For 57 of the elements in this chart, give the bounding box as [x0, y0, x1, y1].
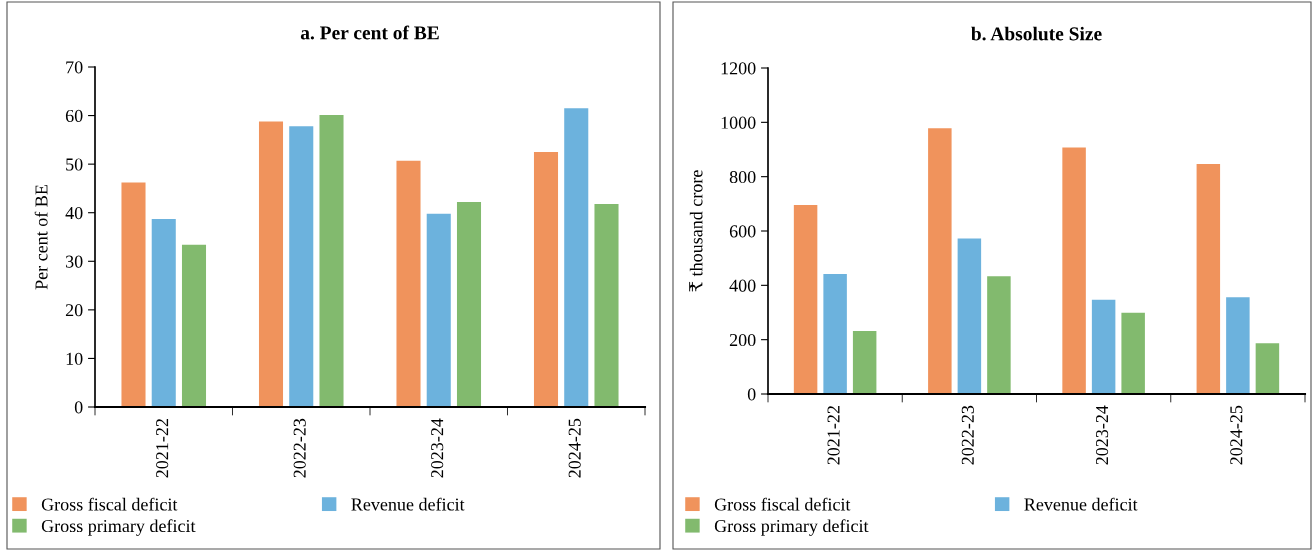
- bar: [456, 202, 482, 407]
- y-tick-label: 30: [66, 255, 83, 268]
- y-axis-title: Per cent of BE: [34, 185, 48, 290]
- bar: [151, 219, 176, 407]
- legend-label: Gross fiscal deficit: [41, 497, 178, 511]
- y-tick-label: 0: [74, 401, 83, 414]
- bar: [1121, 312, 1145, 394]
- y-tick-label: 1200: [721, 62, 756, 75]
- bar: [289, 126, 314, 407]
- bar: [823, 273, 847, 394]
- bar: [1062, 147, 1086, 394]
- legend-label: Gross primary deficit: [714, 519, 869, 536]
- y-tick-label: 600: [729, 225, 756, 238]
- bar: [793, 204, 818, 394]
- y-tick-label: 200: [729, 333, 756, 347]
- bar: [258, 121, 284, 407]
- bar: [1226, 297, 1250, 394]
- legend-label: Gross primary deficit: [41, 519, 196, 536]
- x-tick-label: 2022-23: [293, 418, 306, 478]
- bar: [852, 330, 877, 394]
- y-tick-label: 50: [66, 158, 83, 171]
- x-tick-label: 2024-25: [568, 418, 581, 478]
- y-tick-label: 800: [729, 170, 756, 184]
- y-tick-label: 70: [66, 61, 83, 74]
- bar: [594, 203, 619, 407]
- legend-label: Gross fiscal deficit: [714, 497, 851, 511]
- legend-label: Revenue deficit: [1024, 497, 1138, 511]
- y-tick-label: 20: [65, 304, 83, 317]
- bar: [396, 160, 421, 407]
- y-tick-label: 1000: [721, 116, 756, 129]
- x-tick-label: 2024-25: [1230, 405, 1243, 465]
- x-tick-label: 2021-22: [156, 419, 169, 478]
- bar: [181, 244, 207, 407]
- x-tick-label: 2022-23: [961, 405, 974, 465]
- chart-title: b. Absolute Size: [971, 26, 1102, 41]
- bar: [426, 213, 451, 407]
- bar: [957, 238, 982, 394]
- x-tick-label: 2023-24: [431, 418, 444, 478]
- bar: [1091, 299, 1116, 394]
- bar: [1255, 343, 1280, 394]
- bar: [319, 115, 344, 407]
- chart-title: a. Per cent of BE: [300, 25, 439, 40]
- y-tick-label: 10: [66, 352, 83, 365]
- bar: [533, 152, 559, 407]
- bar: [564, 108, 589, 407]
- bar: [1196, 163, 1221, 394]
- bar: [928, 128, 952, 394]
- y-tick-label: 40: [65, 206, 83, 220]
- x-tick-label: 2021-22: [827, 406, 840, 465]
- y-tick-label: 60: [65, 109, 83, 123]
- y-tick-label: 400: [729, 279, 756, 292]
- x-tick-label: 2023-24: [1095, 405, 1109, 465]
- y-tick-label: 0: [747, 388, 756, 401]
- legend-label: Revenue deficit: [351, 497, 465, 511]
- bar: [987, 276, 1011, 394]
- y-axis-title: ₹ thousand crore: [689, 170, 703, 292]
- bar: [121, 182, 146, 407]
